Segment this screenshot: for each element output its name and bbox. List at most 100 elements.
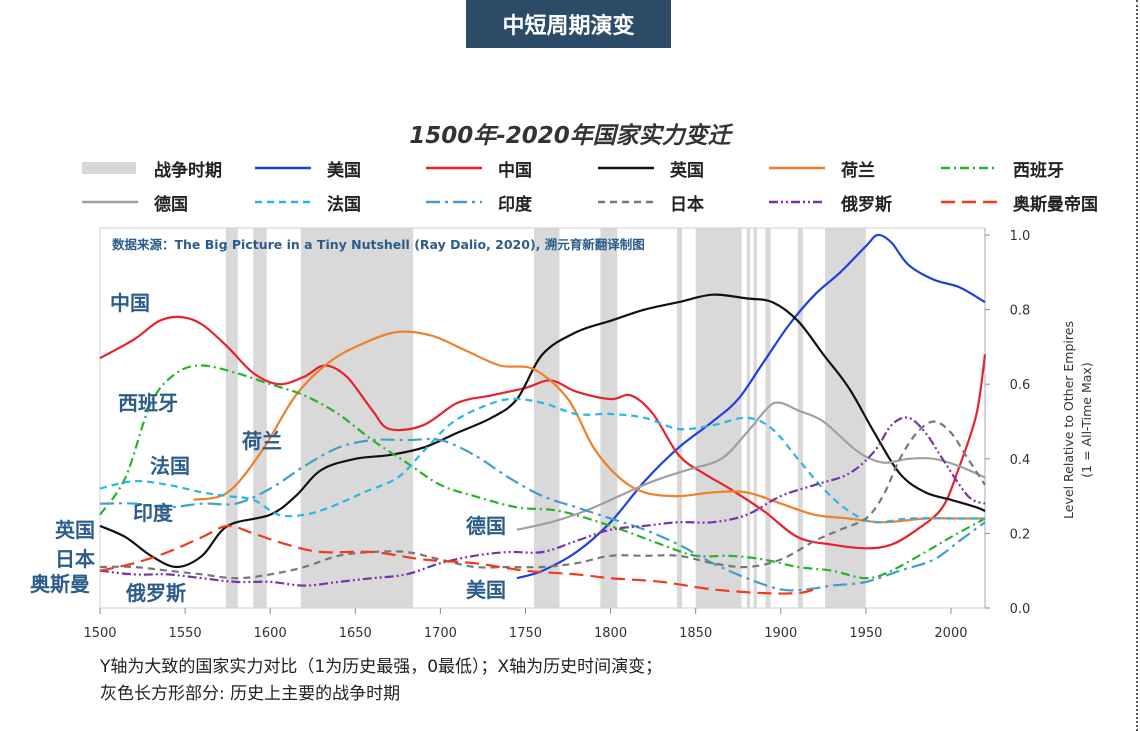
legend-item-series-8: 日本 xyxy=(598,188,704,216)
y-tick-label-1: 0.2 xyxy=(1010,527,1031,542)
x-tick-label-4: 1700 xyxy=(424,626,457,641)
line-series-8 xyxy=(99,420,986,580)
war-band-2 xyxy=(300,228,414,608)
series-label-series-10: 奥斯曼 xyxy=(30,572,90,596)
legend-label-series-8: 日本 xyxy=(670,194,704,215)
y-axis-ticks: 0.0 0.2 0.4 0.6 0.8 1.0 xyxy=(985,229,1030,617)
legend-swatch-war xyxy=(82,162,136,174)
legend-swatch-series-10 xyxy=(941,200,997,204)
y-tick-label-2: 0.4 xyxy=(1010,453,1031,468)
chart-legend: 战争时期 美国 中国 英国 荷兰 西班牙德国 法国 印度 日本 俄罗斯 奥斯曼帝国 xyxy=(82,154,1122,220)
legend-item-series-10: 奥斯曼帝国 xyxy=(941,188,1098,216)
legend-item-series-2: 英国 xyxy=(598,154,704,182)
war-band-5 xyxy=(676,228,683,608)
line-series-10 xyxy=(99,524,816,595)
series-label-series-6: 法国 xyxy=(150,454,190,478)
x-tick-label-10: 2000 xyxy=(934,626,967,641)
war-band-10 xyxy=(797,228,803,608)
line-series-3 xyxy=(193,330,985,524)
series-label-series-1: 中国 xyxy=(110,291,150,315)
legend-item-series-1: 中国 xyxy=(426,154,532,182)
legend-item-series-0: 美国 xyxy=(255,154,361,182)
x-tick-label-1: 1550 xyxy=(169,626,202,641)
series-label-series-9: 俄罗斯 xyxy=(125,581,186,605)
x-tick-label-7: 1850 xyxy=(679,626,712,641)
y-axis-label-sub: (1 = All-Time Max) xyxy=(1079,362,1094,477)
line-series-2 xyxy=(99,293,986,569)
legend-label-series-0: 美国 xyxy=(327,160,361,181)
line-series-4 xyxy=(99,364,986,580)
war-band-9 xyxy=(765,228,771,608)
legend-swatch-series-0 xyxy=(255,166,311,170)
y-tick-label-3: 0.6 xyxy=(1010,378,1031,393)
war-band-0 xyxy=(225,228,238,608)
series-lines xyxy=(99,233,987,595)
legend-label-series-2: 英国 xyxy=(670,160,704,181)
legend-item-series-4: 西班牙 xyxy=(941,154,1064,182)
x-tick-label-2: 1600 xyxy=(254,626,287,641)
legend-label-series-4: 西班牙 xyxy=(1013,160,1064,181)
legend-swatch-series-6 xyxy=(255,200,311,204)
legend-label-series-3: 荷兰 xyxy=(841,160,875,181)
legend-swatch-series-7 xyxy=(426,200,482,204)
x-tick-label-6: 1800 xyxy=(594,626,627,641)
legend-label-series-5: 德国 xyxy=(154,194,188,215)
y-axis-label: Level Relative to Other Empires xyxy=(1061,321,1076,519)
legend-swatch-series-9 xyxy=(769,200,825,204)
y-tick-label-0: 0.0 xyxy=(1010,602,1031,617)
series-label-series-3: 荷兰 xyxy=(242,429,282,453)
caption-line-1: Y轴为大致的国家实力对比（1为历史最强，0最低）；X轴为历史时间演变； xyxy=(100,657,663,677)
legend-swatch-series-5 xyxy=(82,200,138,204)
caption-line-2: 灰色长方形部分: 历史上主要的战争时期 xyxy=(100,684,401,704)
legend-swatch-series-2 xyxy=(598,166,654,170)
y-tick-label-4: 0.8 xyxy=(1010,304,1031,319)
legend-item-war: 战争时期 xyxy=(82,154,222,182)
legend-item-series-6: 法国 xyxy=(255,188,361,216)
legend-label-series-10: 奥斯曼帝国 xyxy=(1013,194,1098,215)
x-axis-ticks: 1500 1550 1600 1650 1700 1750 1800 1850 1900 1950… xyxy=(83,608,968,641)
chart-source-note: 数据来源：The Big Picture in a Tiny Nutshell … xyxy=(111,237,645,252)
line-series-0 xyxy=(516,233,986,580)
series-label-series-4: 西班牙 xyxy=(118,391,178,415)
legend-label-war: 战争时期 xyxy=(154,160,222,181)
legend-swatch-series-4 xyxy=(941,166,997,170)
war-band-3 xyxy=(533,228,560,608)
series-label-series-5: 德国 xyxy=(466,514,506,538)
x-tick-label-3: 1650 xyxy=(339,626,372,641)
series-label-series-7: 印度 xyxy=(133,501,174,525)
chart-plot: 0.00.20.40.60.81.0 1500 1550 1600 1650 1700 1… xyxy=(30,227,1094,641)
line-series-6 xyxy=(99,397,985,524)
x-tick-label-8: 1900 xyxy=(764,626,797,641)
series-label-series-8: 日本 xyxy=(55,547,95,571)
legend-swatch-series-1 xyxy=(426,166,482,170)
war-band-4 xyxy=(600,228,618,608)
x-tick-label-9: 1950 xyxy=(849,626,882,641)
chart-title: 1500年-2020年国家实力变迁 xyxy=(409,123,731,149)
legend-swatch-series-3 xyxy=(769,166,825,170)
line-series-5 xyxy=(516,401,986,531)
legend-item-series-9: 俄罗斯 xyxy=(769,188,892,216)
y-tick-label-5: 1.0 xyxy=(1010,229,1031,244)
line-series-9 xyxy=(99,416,986,587)
page-edge-divider xyxy=(1136,0,1138,731)
war-band-1 xyxy=(253,228,267,608)
legend-label-series-9: 俄罗斯 xyxy=(841,194,892,215)
legend-label-series-6: 法国 xyxy=(327,194,361,215)
series-label-series-0: 美国 xyxy=(466,578,506,602)
page-header-badge: 中短周期演变 xyxy=(466,0,671,48)
legend-swatch-series-8 xyxy=(598,200,654,204)
x-tick-label-0: 1500 xyxy=(83,626,116,641)
war-band-8 xyxy=(753,228,757,608)
legend-label-series-1: 中国 xyxy=(498,160,532,181)
line-series-7 xyxy=(99,437,986,592)
y-axis-title: Level Relative to Other Empires (1 = All… xyxy=(1061,321,1094,519)
legend-item-series-5: 德国 xyxy=(82,188,188,216)
chart-caption: Y轴为大致的国家实力对比（1为历史最强，0最低）；X轴为历史时间演变； 灰色长方… xyxy=(100,654,662,708)
war-band-11 xyxy=(825,228,866,608)
legend-item-series-3: 荷兰 xyxy=(769,154,875,182)
legend-label-series-7: 印度 xyxy=(498,194,532,215)
series-label-series-2: 英国 xyxy=(55,518,95,542)
x-tick-label-5: 1750 xyxy=(509,626,542,641)
legend-item-series-7: 印度 xyxy=(426,188,532,216)
